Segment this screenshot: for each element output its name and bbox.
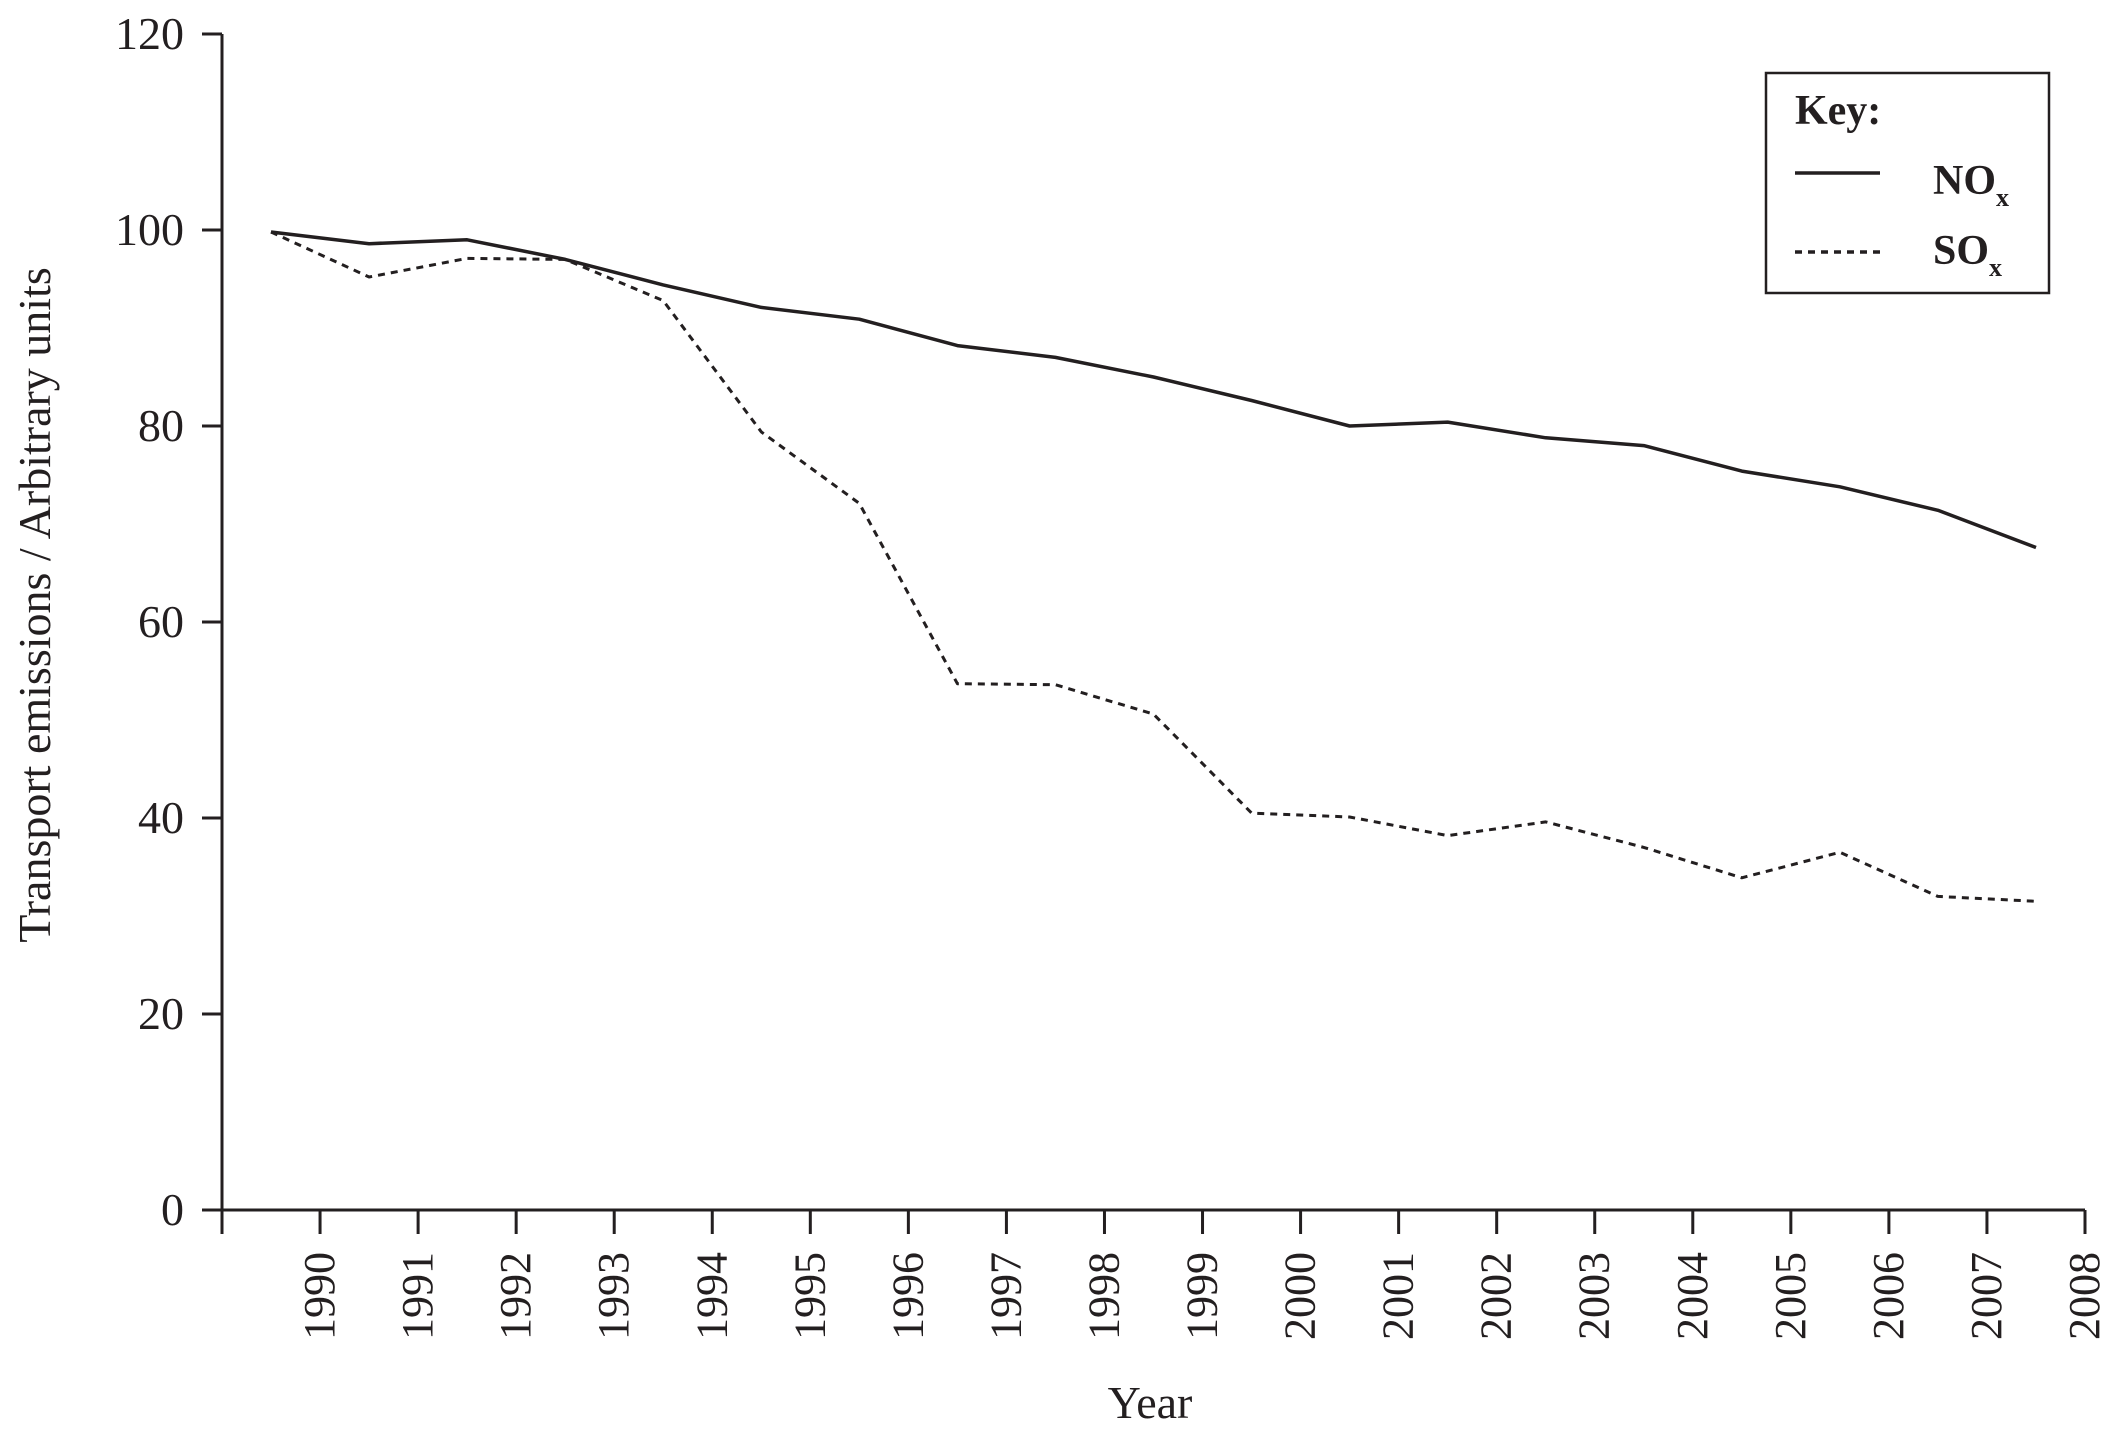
legend-title: Key: [1795,88,1881,134]
x-tick-label: 2003 [1570,1252,1619,1340]
y-tick-label: 40 [138,792,184,843]
x-tick-label: 1994 [687,1252,736,1340]
x-tick-label: 1990 [295,1252,344,1340]
x-tick-label: 2006 [1864,1252,1913,1340]
x-tick-label: 2008 [2060,1252,2109,1340]
legend: Key: NOx SOx [1764,71,2051,295]
y-tick-label: 120 [115,8,184,59]
y-axis: 0 20 40 60 80 100 120 [115,8,224,1235]
x-tick-label: 1997 [981,1252,1030,1340]
series-line-1 [270,230,2037,903]
legend-label-nox-main: NO [1933,158,1996,204]
x-tick-label: 1998 [1079,1252,1128,1340]
x-tick-label: 2007 [1962,1252,2011,1340]
x-tick-label: 2005 [1766,1252,1815,1340]
x-tick-label: 1993 [589,1252,638,1340]
x-tick-label: 2001 [1374,1252,1423,1340]
x-tick-label: 1996 [883,1252,932,1340]
legend-label-nox-sub: x [1996,183,2009,212]
legend-label-sox: SOx [1933,228,2002,282]
x-tick-label: 1992 [491,1252,540,1340]
y-tick-label: 20 [138,988,184,1039]
legend-label-sox-sub: x [1989,253,2002,282]
legend-label-nox: NOx [1933,158,2009,212]
x-tick-label: 2004 [1668,1252,1717,1340]
x-tick-label: 2002 [1472,1252,1521,1340]
y-tick-label: 80 [138,400,184,451]
legend-label-sox-main: SO [1933,228,1989,274]
x-tick-label: 2000 [1276,1252,1325,1340]
x-axis: 1990 1991 1992 1993 1994 1995 1996 1997 1998 1999… [220,1208,2109,1340]
y-tick-label: 100 [115,204,184,255]
x-tick-label: 1991 [393,1252,442,1340]
legend-box [1764,71,2051,295]
x-axis-title: Year [1108,1377,1193,1428]
y-tick-label: 60 [138,596,184,647]
series-layer [270,230,2037,903]
y-axis-title: Transport emissions / Arbitrary units [9,267,60,943]
x-tick-label: 1995 [785,1252,834,1340]
y-tick-label: 0 [161,1184,184,1235]
x-tick-label: 1999 [1178,1252,1227,1340]
